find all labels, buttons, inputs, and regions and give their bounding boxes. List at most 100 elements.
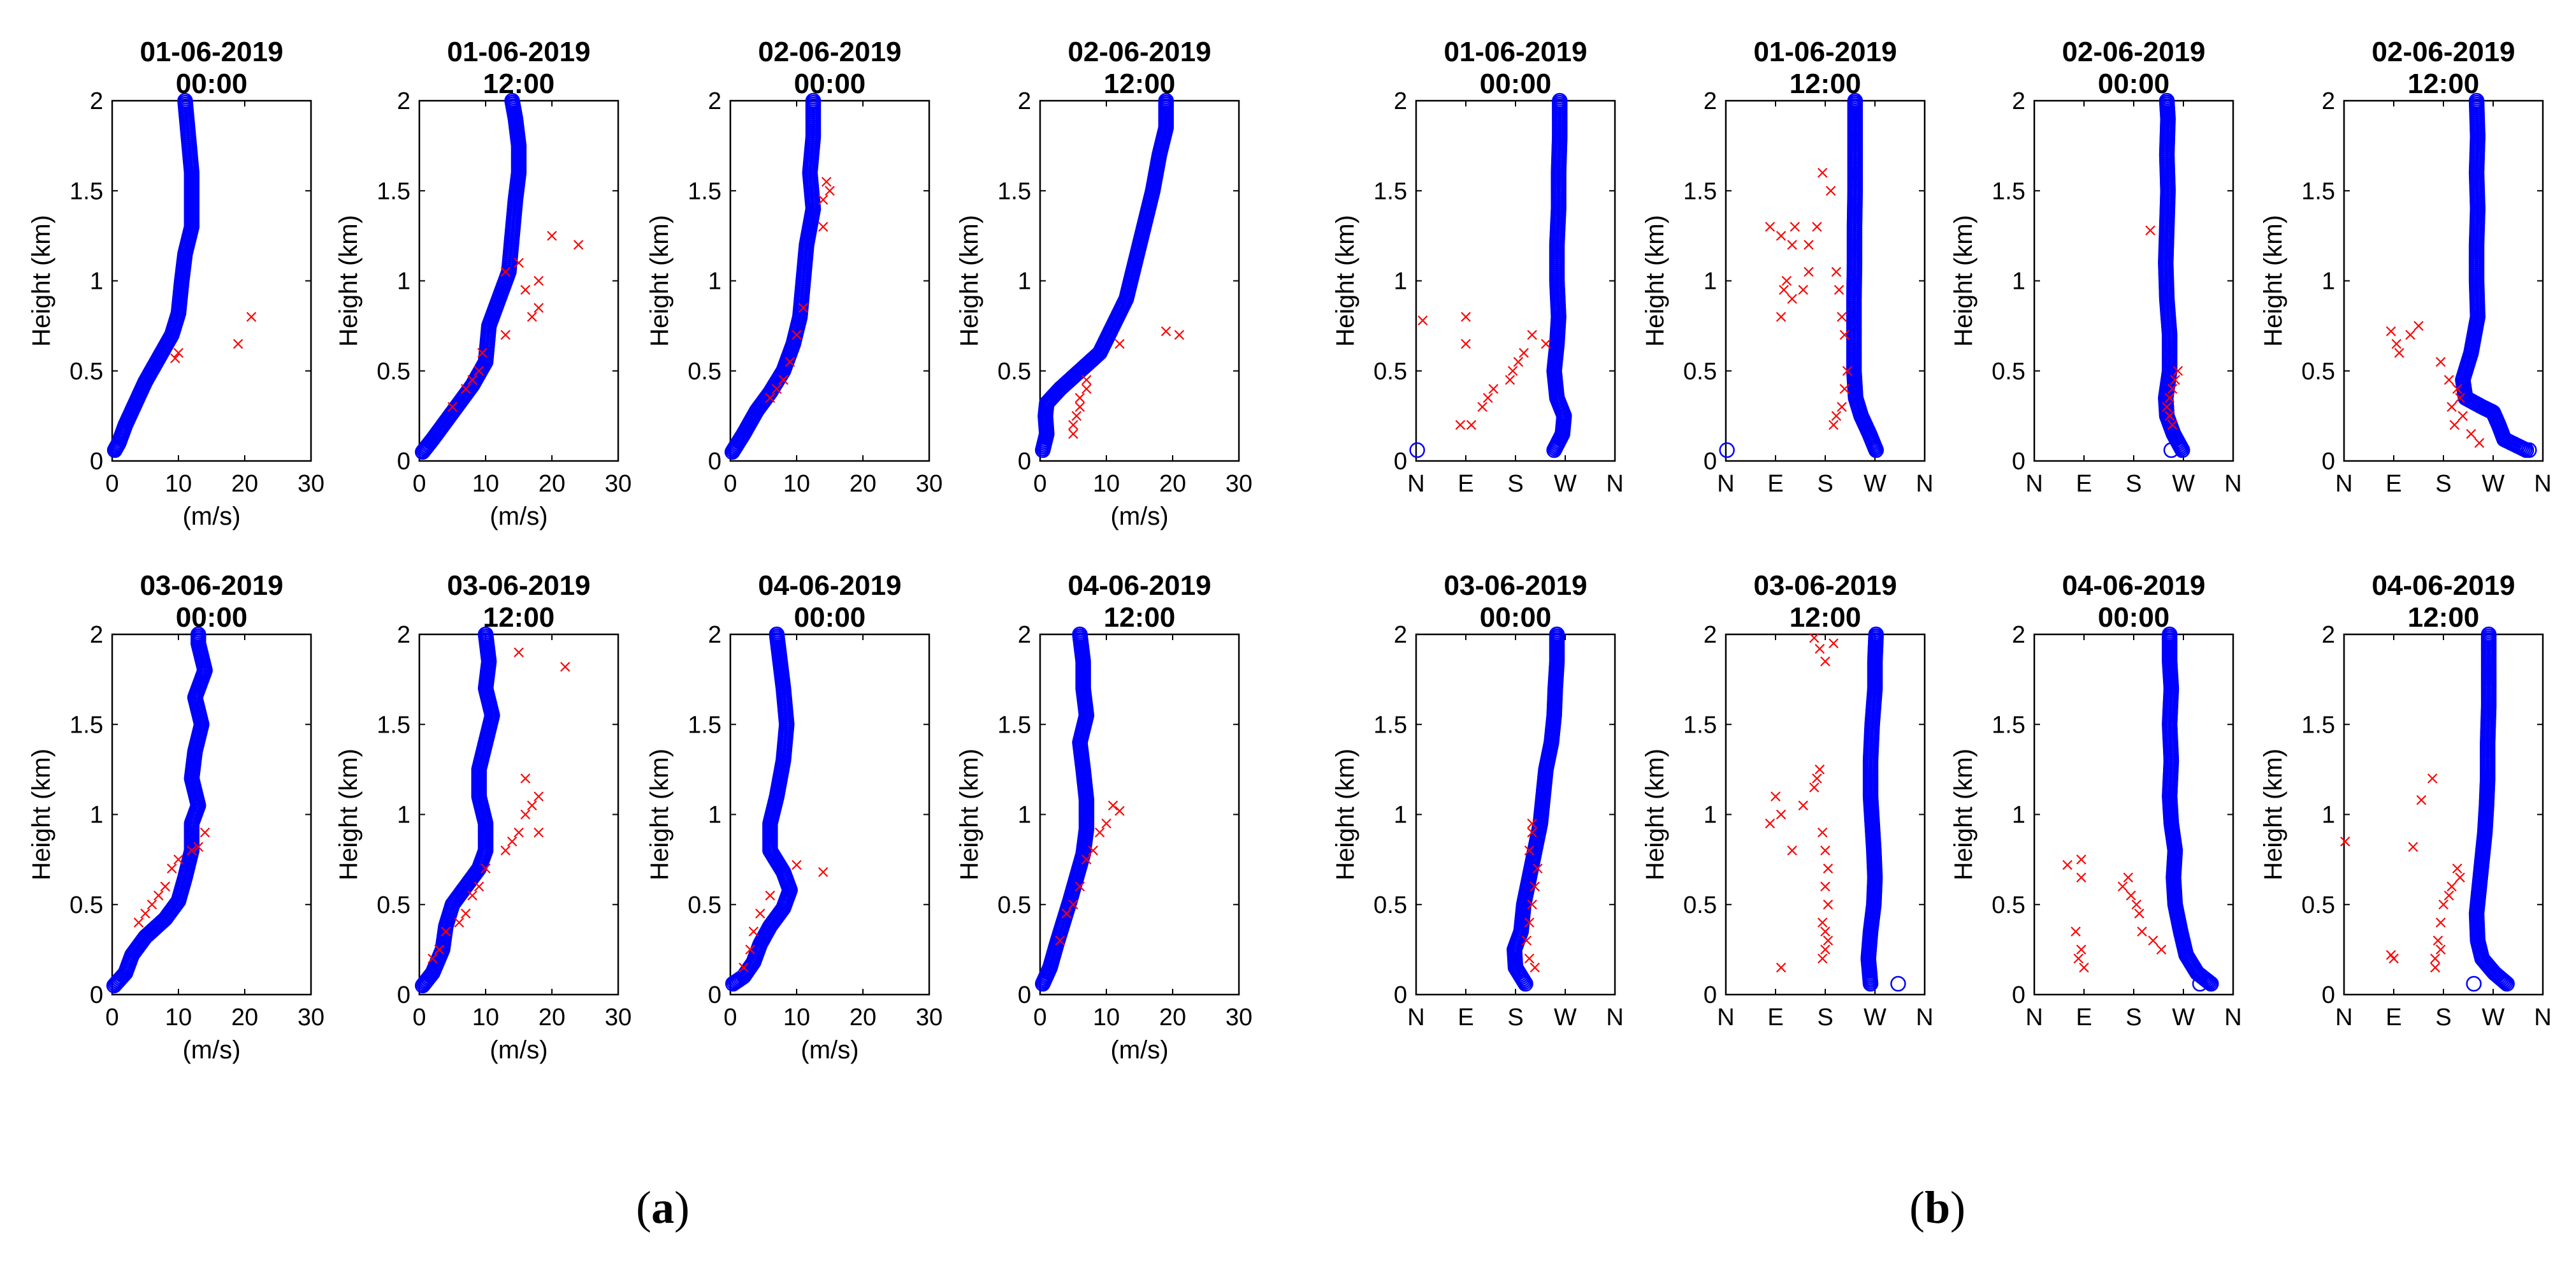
- observation-point: [1482, 393, 1493, 403]
- observation-point: [785, 356, 795, 367]
- y-tick-label: 1.5: [377, 178, 410, 205]
- x-tick-label: 0: [1033, 471, 1046, 497]
- profile-point: [2159, 92, 2175, 109]
- observation-point: [2076, 944, 2087, 955]
- observation-point: [2073, 953, 2084, 964]
- observation-point: [500, 266, 510, 277]
- observation-point: [2466, 428, 2477, 439]
- x-tick-label: S: [1817, 471, 1833, 497]
- y-tick-label: 2: [708, 88, 721, 115]
- y-tick-label: 1: [708, 268, 721, 295]
- observation-point: [140, 909, 150, 919]
- observation-point: [2117, 881, 2128, 892]
- y-axis-label: Height (km): [1331, 215, 1359, 347]
- y-axis-label: Height (km): [1950, 215, 1978, 347]
- observation-point: [1513, 356, 1524, 367]
- observation-point: [1837, 402, 1847, 412]
- observation-point: [2443, 375, 2454, 385]
- observation-point: [1787, 845, 1797, 856]
- observation-point: [2443, 890, 2454, 901]
- x-tick-label: 30: [916, 471, 943, 497]
- y-tick-label: 0.5: [69, 892, 103, 919]
- observation-point: [2455, 393, 2465, 403]
- plot-area: [725, 626, 829, 992]
- observation-point: [1524, 845, 1535, 856]
- y-tick-label: 1.5: [69, 712, 103, 738]
- observation-point: [2156, 944, 2167, 955]
- y-tick-label: 2: [1394, 88, 1407, 115]
- observation-point: [1115, 806, 1125, 816]
- observation-point: [199, 827, 210, 838]
- x-tick-label: 0: [412, 1004, 426, 1031]
- observation-point: [825, 186, 835, 196]
- y-tick-label: 1: [2012, 268, 2025, 295]
- x-tick-label: W: [1554, 1004, 1577, 1031]
- observation-point: [1527, 818, 1537, 829]
- observation-point: [2389, 953, 2399, 964]
- y-tick-label: 0.5: [69, 358, 103, 385]
- y-tick-label: 0: [1018, 448, 1031, 475]
- observation-point: [1823, 935, 1834, 946]
- y-tick-label: 0.5: [2301, 358, 2335, 385]
- observation-point: [1839, 384, 1850, 394]
- plot-area: [724, 92, 835, 460]
- y-tick-label: 1: [1704, 802, 1717, 829]
- plot-title-line: 12:00: [2408, 602, 2480, 633]
- observation-point: [1787, 293, 1797, 304]
- x-tick-label: N: [2224, 471, 2241, 497]
- y-tick-label: 0.5: [997, 892, 1031, 919]
- observation-point: [818, 221, 829, 232]
- observation-point: [2125, 890, 2136, 901]
- y-tick-label: 1: [1018, 802, 1031, 829]
- y-axis-label: Height (km): [1641, 215, 1669, 347]
- profile-point: [1868, 626, 1884, 643]
- observation-point: [1530, 881, 1540, 892]
- x-tick-label: 0: [723, 471, 737, 497]
- observation-point: [233, 339, 243, 349]
- observation-point: [187, 845, 197, 856]
- observation-point: [739, 962, 749, 973]
- observation-point: [447, 402, 458, 412]
- observation-point: [1809, 632, 1820, 643]
- profile-point: [2192, 975, 2208, 992]
- observation-point: [1817, 917, 1828, 928]
- observation-point: [2340, 836, 2350, 847]
- x-axis-label: (m/s): [1110, 502, 1168, 530]
- observation-point: [1082, 384, 1092, 394]
- plot-title-line: 00:00: [1480, 602, 1552, 633]
- x-tick-label: 30: [298, 1004, 324, 1031]
- observation-point: [467, 890, 477, 901]
- observation-point: [500, 330, 510, 340]
- observation-point: [160, 881, 170, 892]
- observation-point: [1488, 384, 1499, 394]
- x-tick-label: N: [1407, 1004, 1424, 1031]
- plot-title-line: 00:00: [176, 68, 248, 99]
- x-tick-label: E: [1767, 1004, 1783, 1031]
- observation-point: [520, 284, 531, 295]
- observation-point: [560, 662, 570, 672]
- observation-point: [434, 944, 444, 955]
- x-tick-label: 10: [165, 1004, 192, 1031]
- x-tick-label: S: [2125, 1004, 2141, 1031]
- axes-box: [2343, 99, 2544, 462]
- y-tick-label: 0.5: [377, 358, 410, 385]
- y-tick-label: 1.5: [1992, 178, 2025, 205]
- y-tick-label: 1.5: [997, 178, 1031, 205]
- observation-point: [1161, 326, 1171, 337]
- y-tick-label: 1.5: [997, 712, 1031, 738]
- y-tick-label: 1.5: [1373, 712, 1407, 738]
- observation-point: [1828, 638, 1839, 648]
- y-tick-label: 1: [1394, 268, 1407, 295]
- observation-point: [514, 647, 524, 658]
- observation-point: [1812, 221, 1822, 232]
- panel-label-b: (b): [1909, 1182, 1965, 1233]
- x-tick-label: E: [2076, 1004, 2092, 1031]
- observation-point: [778, 375, 788, 385]
- observation-point: [2134, 909, 2145, 919]
- y-tick-label: 1.5: [2301, 178, 2335, 205]
- x-tick-label: N: [1407, 471, 1424, 497]
- observation-point: [527, 312, 537, 322]
